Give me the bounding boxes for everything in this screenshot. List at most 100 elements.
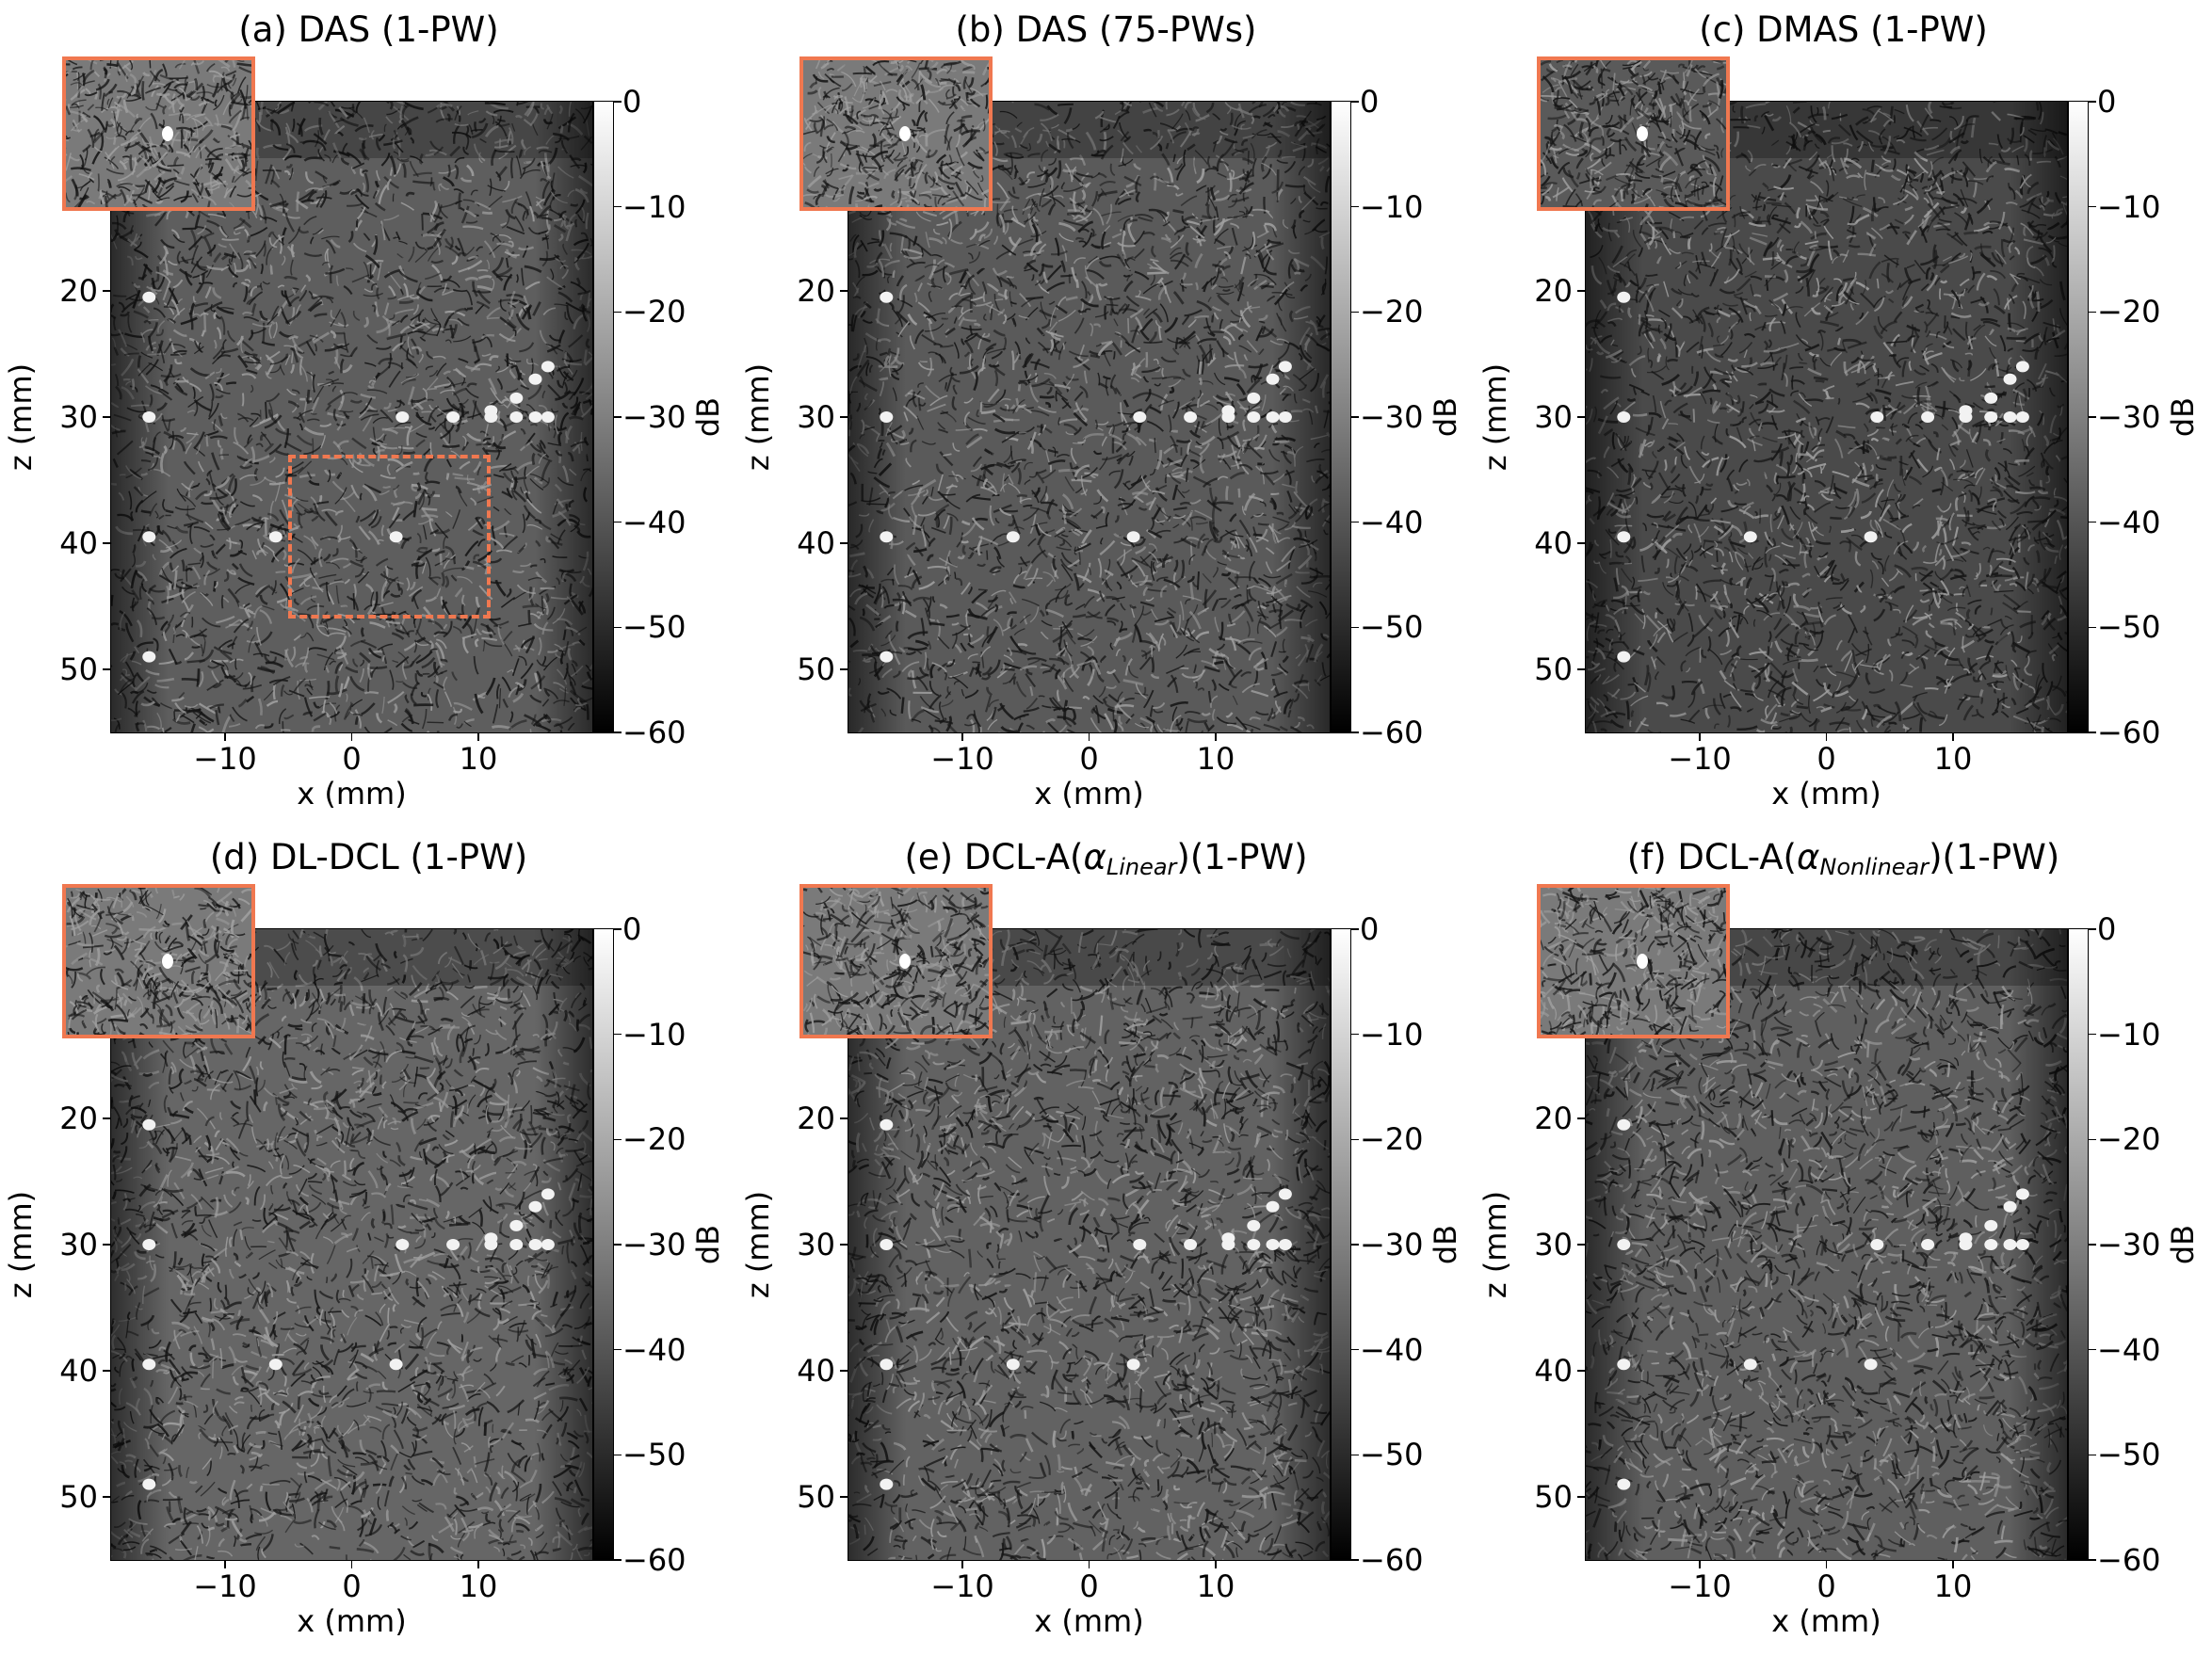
colorbar-tick-label: −30: [1360, 399, 1424, 435]
y-tick-mark: [840, 416, 848, 418]
point-target: [541, 1239, 555, 1250]
x-tick-label: 0: [1079, 1568, 1099, 1604]
y-tick-mark: [1577, 1117, 1586, 1119]
colorbar-tick-mark: [2088, 1454, 2096, 1456]
colorbar-tick-label: −50: [1360, 609, 1424, 646]
y-tick-label: 30: [1534, 399, 1573, 435]
speckle-texture: [803, 60, 989, 207]
colorbar-tick-mark: [2088, 205, 2096, 208]
title-text: (e) DCL-A(: [904, 837, 1084, 877]
y-axis-label: z (mm): [740, 1190, 776, 1299]
title-subscript: Nonlinear: [1819, 854, 1929, 880]
colorbar-tick-mark: [2088, 1033, 2096, 1036]
colorbar-tick-mark: [2088, 416, 2096, 418]
point-target: [541, 1188, 555, 1200]
point-target: [880, 411, 894, 423]
x-axis-label: x (mm): [1034, 1603, 1144, 1639]
colorbar-tick-label: −30: [622, 399, 686, 435]
colorbar: [593, 101, 614, 733]
colorbar-tick-mark: [1350, 521, 1359, 523]
x-tick-label: −10: [930, 1568, 994, 1604]
point-target: [1617, 651, 1631, 663]
panel-title: (e) DCL-A(αLinear)(1-PW): [737, 837, 1475, 888]
point-target: [396, 411, 410, 423]
y-tick-label: 40: [59, 1353, 98, 1389]
point-target: [880, 651, 894, 663]
x-tick-mark: [1825, 1560, 1828, 1568]
x-tick-label: 10: [1196, 1568, 1235, 1604]
point-target: [1984, 411, 1998, 423]
point-target: [1266, 1239, 1280, 1250]
colorbar-tick-mark: [1350, 928, 1359, 930]
x-tick-mark: [477, 1560, 479, 1568]
title-subscript: Linear: [1106, 854, 1177, 880]
colorbar-tick-label: −60: [2097, 1542, 2161, 1578]
point-target: [1133, 411, 1147, 423]
y-tick-mark: [840, 542, 848, 544]
point-target: [509, 392, 524, 404]
colorbar-tick-mark: [613, 1138, 622, 1141]
colorbar-tick-label: −40: [2097, 504, 2161, 540]
point-target: [1221, 405, 1235, 417]
colorbar-tick-mark: [2088, 101, 2096, 103]
colorbar-tick-mark: [2088, 626, 2096, 629]
colorbar-tick-mark: [613, 1348, 622, 1351]
point-target: [446, 1239, 460, 1250]
x-tick-label: 0: [342, 741, 362, 777]
point-target: [1266, 1200, 1280, 1213]
point-target: [389, 1359, 403, 1371]
colorbar-tick-label: −30: [622, 1227, 686, 1262]
alpha-symbol: α: [1797, 837, 1820, 877]
x-tick-label: 10: [1933, 1568, 1973, 1604]
colorbar-tick-label: −10: [2097, 1016, 2161, 1053]
point-target: [142, 1478, 156, 1490]
y-tick-label: 30: [797, 1227, 835, 1262]
colorbar-tick-mark: [613, 1244, 622, 1246]
title-text: (a) DAS (1-PW): [238, 9, 499, 50]
point-target: [142, 531, 156, 543]
y-tick-label: 40: [797, 525, 835, 561]
colorbar-tick-mark: [613, 928, 622, 930]
point-target: [1743, 1359, 1757, 1371]
point-target: [880, 1359, 894, 1371]
colorbar-tick-mark: [2088, 1138, 2096, 1141]
colorbar-tick-mark: [1350, 1348, 1359, 1351]
point-target: [528, 1239, 542, 1250]
colorbar-tick-mark: [613, 1559, 622, 1561]
point-target: [880, 1239, 894, 1250]
point-target: [142, 1359, 156, 1371]
point-target: [541, 361, 555, 373]
colorbar-tick-label: 0: [2097, 911, 2117, 947]
point-target: [484, 405, 498, 417]
zoom-inset: [799, 56, 993, 211]
inset-point-target: [1637, 126, 1648, 141]
x-tick-mark: [1088, 732, 1090, 741]
y-tick-mark: [840, 1117, 848, 1119]
y-tick-label: 40: [1534, 525, 1573, 561]
x-tick-label: −10: [193, 741, 257, 777]
colorbar-tick-mark: [2088, 521, 2096, 523]
point-target: [1184, 1239, 1198, 1250]
point-target: [1617, 1359, 1631, 1371]
x-tick-mark: [1952, 732, 1954, 741]
colorbar-tick-label: −20: [622, 294, 686, 330]
x-tick-label: 0: [1816, 1568, 1836, 1604]
point-target: [1870, 411, 1884, 423]
colorbar-tick-label: 0: [622, 911, 642, 947]
x-tick-label: 10: [459, 741, 498, 777]
point-target: [142, 1239, 156, 1250]
inset-point-target: [162, 954, 173, 969]
point-target: [1133, 1239, 1147, 1250]
point-target: [1278, 1188, 1292, 1200]
y-tick-label: 30: [59, 1227, 98, 1262]
y-tick-mark: [840, 1370, 848, 1372]
point-target: [1278, 1239, 1292, 1250]
title-text: (b) DAS (75-PWs): [955, 9, 1257, 50]
y-tick-label: 20: [1534, 1101, 1573, 1136]
point-target: [2015, 1239, 2029, 1250]
y-tick-label: 40: [59, 525, 98, 561]
x-tick-label: −10: [193, 1568, 257, 1604]
y-axis-label: z (mm): [740, 362, 776, 472]
colorbar-label: dB: [1428, 396, 1463, 438]
colorbar-tick-label: −40: [1360, 504, 1424, 540]
